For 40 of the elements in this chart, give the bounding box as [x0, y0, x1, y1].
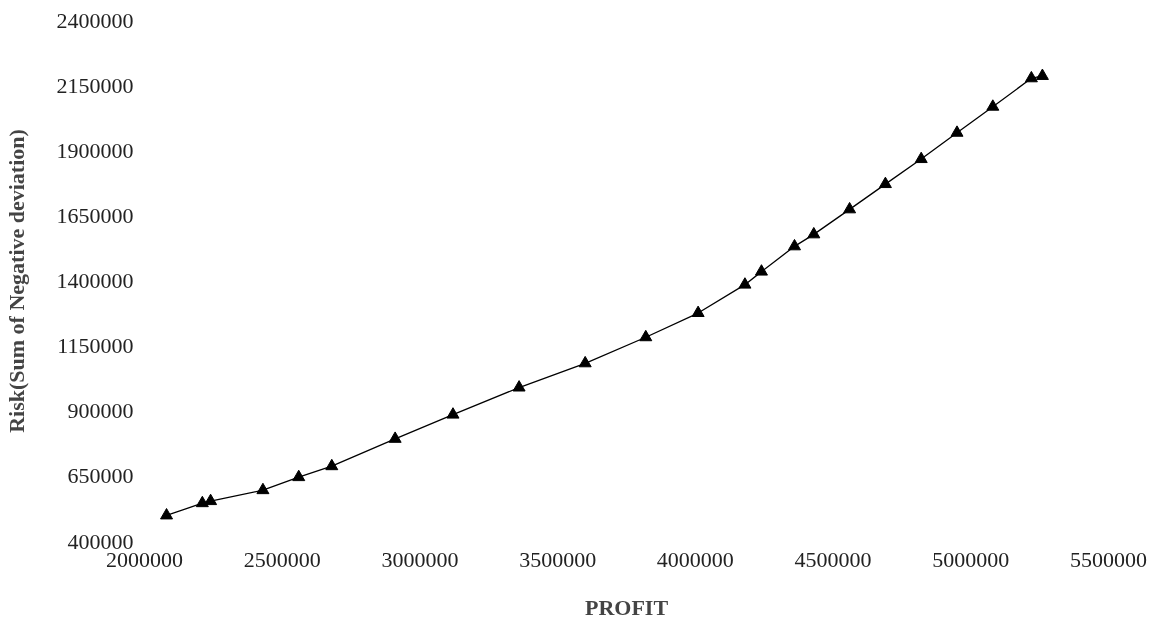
y-tick-label: 2400000 — [56, 7, 134, 33]
x-tick-label: 3500000 — [519, 546, 597, 572]
point — [878, 176, 892, 189]
point — [843, 201, 857, 214]
y-tick-label: 650000 — [67, 463, 134, 489]
point — [691, 305, 705, 318]
point — [446, 407, 460, 419]
x-axis-title: PROFIT — [584, 594, 669, 620]
point — [1035, 68, 1049, 80]
y-tick-label: 2150000 — [56, 72, 134, 98]
x-tick-label: 5000000 — [932, 546, 1010, 572]
y-tick-label: 1150000 — [57, 333, 134, 359]
y-tick-label: 1400000 — [56, 268, 134, 293]
point — [204, 493, 218, 506]
y-axis-title: Risk(Sum of Negative deviation) — [3, 129, 29, 433]
x-tick-label: 4500000 — [794, 546, 872, 572]
point — [788, 238, 802, 251]
x-tick-label: 5500000 — [1070, 546, 1147, 572]
point — [160, 508, 174, 520]
point — [914, 151, 928, 164]
point — [986, 99, 1000, 111]
point — [512, 380, 526, 392]
x-tick-label: 4000000 — [656, 546, 734, 572]
point — [950, 125, 964, 137]
point — [738, 277, 752, 289]
x-tick-label: 2500000 — [243, 546, 321, 572]
point — [325, 458, 339, 471]
y-tick-label: 1900000 — [56, 137, 134, 163]
y-tick-label: 900000 — [67, 398, 134, 424]
y-tick-label: 1650000 — [56, 202, 134, 228]
point — [754, 264, 768, 276]
point — [256, 482, 270, 495]
x-tick-label: 3000000 — [381, 546, 459, 572]
point — [807, 226, 821, 239]
point — [195, 495, 209, 508]
point — [639, 329, 653, 342]
point — [578, 355, 592, 368]
point — [1024, 70, 1038, 83]
point — [388, 431, 402, 443]
point — [292, 469, 306, 482]
